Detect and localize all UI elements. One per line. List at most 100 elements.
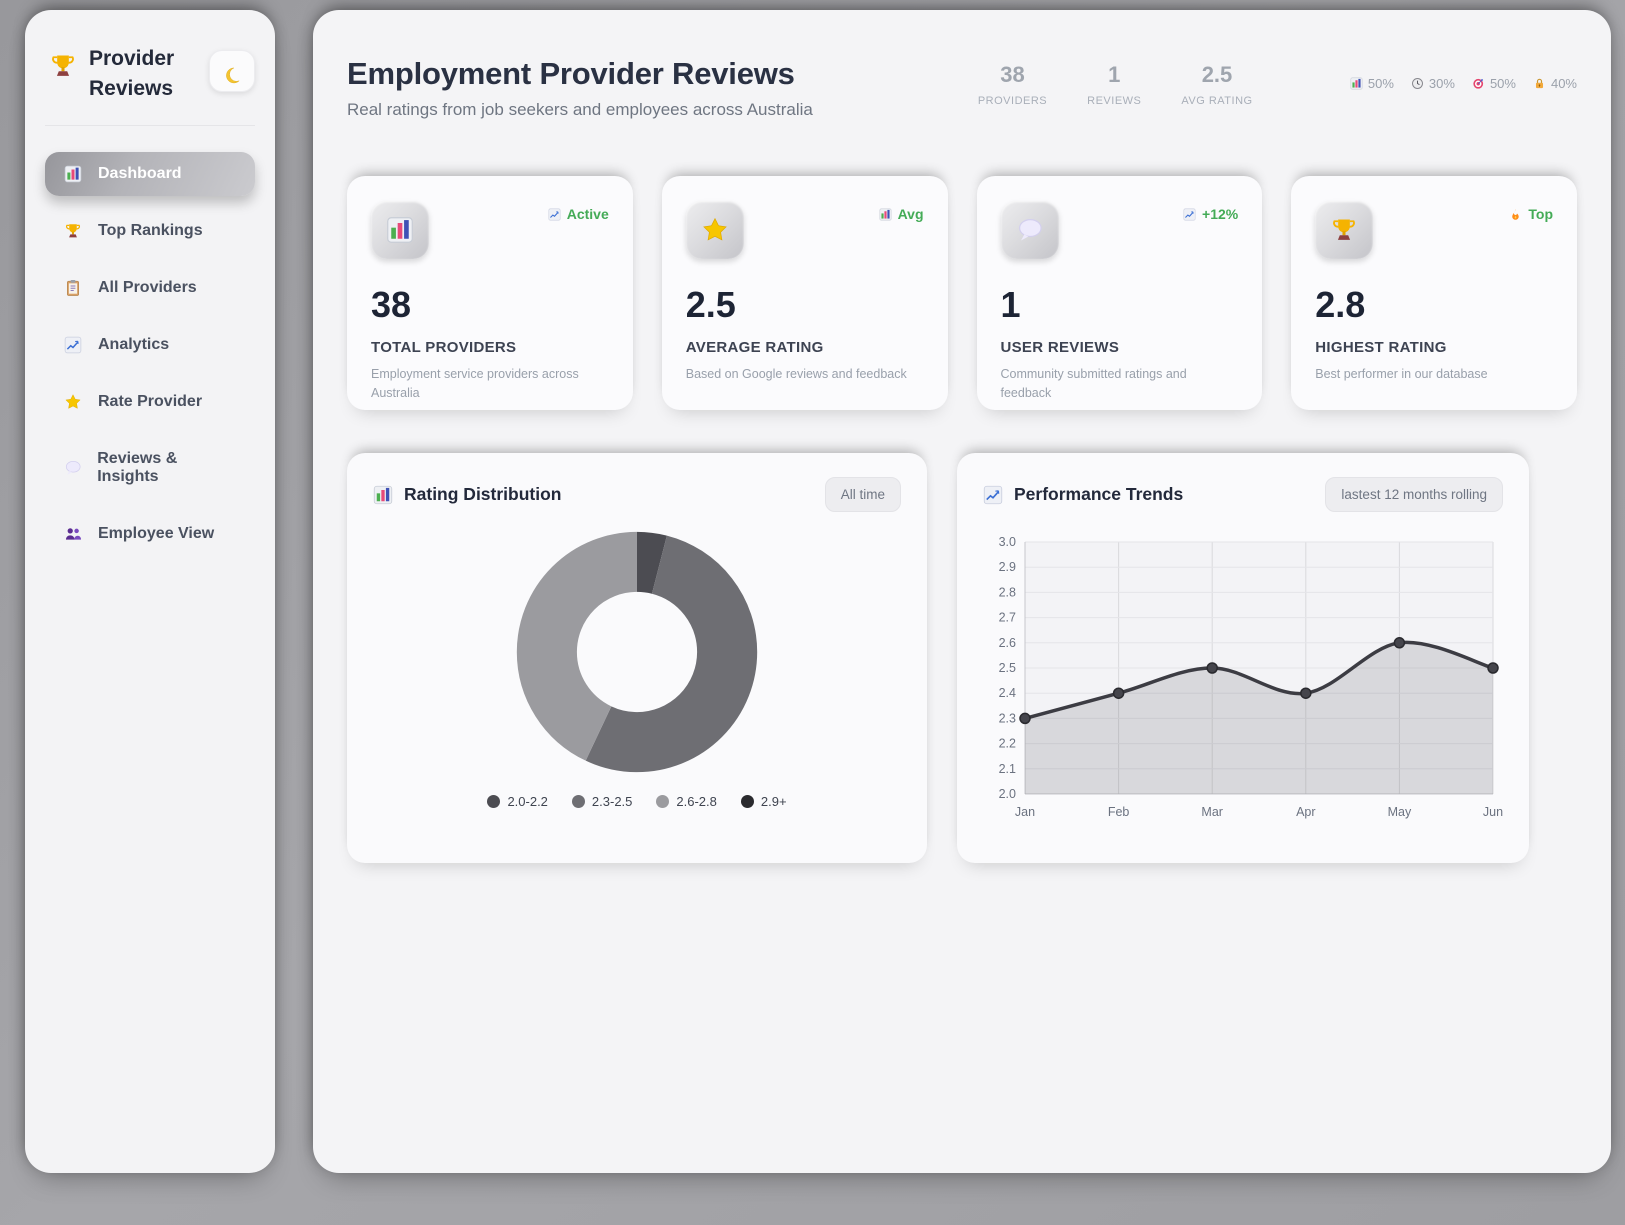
- header-badge-label: 30%: [1428, 76, 1455, 91]
- page-title: Employment Provider Reviews: [347, 56, 795, 91]
- header-badge-label: 50%: [1367, 76, 1394, 91]
- sidebar-item-all-providers[interactable]: All Providers: [45, 266, 255, 310]
- sidebar: Provider Reviews Dashboard Top Rankings …: [25, 10, 275, 1173]
- stat-card-icon-tile: [1000, 201, 1059, 259]
- svg-text:2.8: 2.8: [999, 585, 1016, 599]
- busts-icon: [62, 525, 84, 543]
- bar-chart-icon: [386, 216, 414, 244]
- svg-text:2.5: 2.5: [999, 661, 1016, 675]
- rating-distribution-filter-chip[interactable]: All time: [824, 477, 901, 512]
- header-stat-label: REVIEWS: [1087, 95, 1142, 107]
- stat-card-badge: +12%: [1183, 206, 1238, 222]
- stat-cards-row: Active 38 TOTAL PROVIDERS Employment ser…: [347, 176, 1577, 410]
- stat-card-label: USER REVIEWS: [1000, 339, 1120, 356]
- stat-card-value: 38: [371, 284, 412, 325]
- sidebar-item-analytics[interactable]: Analytics: [45, 323, 255, 367]
- sidebar-item-reviews-insights[interactable]: Reviews & Insights: [45, 437, 255, 499]
- sidebar-item-dashboard[interactable]: Dashboard: [45, 151, 255, 196]
- stat-card-description: Employment service providers across Aust…: [371, 367, 579, 401]
- rating-distribution-card: Rating Distribution All time 2.0-2.2 2.3…: [347, 453, 927, 863]
- svg-text:2.1: 2.1: [999, 762, 1016, 776]
- charts-row: Rating Distribution All time 2.0-2.2 2.3…: [347, 453, 1577, 863]
- stat-card-badge-label: Top: [1528, 206, 1553, 222]
- trophy-icon: [49, 52, 77, 80]
- header-badge: 50%: [1350, 76, 1394, 91]
- theme-toggle-button[interactable]: [209, 50, 255, 92]
- chart-increasing-icon: [983, 485, 1003, 505]
- sidebar-item-label: Analytics: [98, 335, 170, 353]
- lock-icon: [1533, 77, 1546, 90]
- header-badge: 30%: [1411, 76, 1455, 91]
- svg-text:Apr: Apr: [1296, 805, 1315, 819]
- fire-icon: [1509, 208, 1522, 221]
- stat-card-value: 1: [1000, 284, 1021, 325]
- stat-card-label: HIGHEST RATING: [1315, 339, 1447, 356]
- header-titles: Employment Provider Reviews Real ratings…: [347, 50, 813, 120]
- stat-card-average-rating: Avg 2.5 AVERAGE RATING Based on Google r…: [661, 176, 948, 410]
- legend-color-dot: [656, 795, 670, 808]
- bar-chart-icon: [879, 208, 892, 221]
- performance-trends-title: Performance Trends: [983, 484, 1183, 505]
- stat-card-badge-label: Avg: [897, 206, 924, 222]
- header-badge: 40%: [1533, 76, 1577, 91]
- donut-chart-wrap: [373, 526, 901, 778]
- legend-color-dot: [487, 795, 501, 808]
- stat-card-icon-tile: [371, 201, 429, 259]
- svg-text:Feb: Feb: [1108, 805, 1130, 819]
- stat-card-value: 2.8: [1315, 284, 1366, 325]
- chart-increasing-icon: [62, 336, 84, 354]
- svg-text:May: May: [1388, 805, 1412, 819]
- performance-trends-card: Performance Trends lastest 12 months rol…: [957, 453, 1529, 863]
- line-chart-wrap: 2.0 2.1 2.2 2.3 2.4 2.5 2.6 2.7 2.8 2.9 3.0 Jan Feb M…: [983, 524, 1504, 841]
- main-header: Employment Provider Reviews Real ratings…: [341, 50, 1583, 120]
- header-stat: 1 REVIEWS: [1087, 62, 1141, 107]
- header-badges: 50% 30% 50% 40%: [1350, 76, 1577, 91]
- sidebar-item-employee-view[interactable]: Employee View: [45, 512, 255, 556]
- sidebar-divider: [45, 124, 255, 126]
- sidebar-item-top-rankings[interactable]: Top Rankings: [45, 209, 255, 253]
- sidebar-item-label: Top Rankings: [98, 221, 203, 239]
- stat-card-badge: Active: [548, 206, 609, 222]
- chart-increasing-icon: [548, 208, 561, 221]
- header-badge-label: 50%: [1489, 76, 1516, 91]
- performance-trends-filter-chip[interactable]: lastest 12 months rolling: [1325, 477, 1503, 512]
- svg-text:2.9: 2.9: [999, 560, 1016, 574]
- speech-balloon-icon: [1016, 216, 1044, 244]
- svg-text:Jan: Jan: [1015, 805, 1035, 819]
- header-stat-value: 2.5: [1201, 62, 1233, 87]
- legend-label: 2.6-2.8: [676, 794, 717, 809]
- legend-color-dot: [571, 795, 585, 808]
- target-icon: [1472, 77, 1485, 90]
- svg-text:2.6: 2.6: [999, 636, 1016, 650]
- sidebar-item-label: Employee View: [98, 524, 215, 542]
- performance-trends-line-chart: 2.0 2.1 2.2 2.3 2.4 2.5 2.6 2.7 2.8 2.9 3.0 Jan Feb M…: [999, 535, 1504, 819]
- legend-label: 2.0-2.2: [507, 794, 548, 809]
- legend-label: 2.3-2.5: [591, 794, 633, 809]
- svg-text:2.2: 2.2: [999, 737, 1016, 751]
- sidebar-item-label: All Providers: [98, 278, 197, 296]
- stat-card-highest-rating: Top 2.8 HIGHEST RATING Best performer in…: [1291, 176, 1577, 410]
- header-stat-value: 1: [1108, 62, 1121, 87]
- chart-increasing-icon: [1183, 208, 1196, 221]
- header-stats: 38 PROVIDERS 1 REVIEWS 2.5 AVG RATING: [978, 62, 1253, 107]
- stat-card-badge-label: +12%: [1202, 206, 1239, 222]
- stat-card-badge-label: Active: [566, 206, 609, 222]
- stat-card-value: 2.5: [685, 284, 736, 325]
- app-title: Provider Reviews: [89, 47, 175, 101]
- sidebar-item-label: Reviews & Insights: [97, 449, 178, 485]
- clipboard-icon: [62, 279, 84, 297]
- header-stat: 38 PROVIDERS: [978, 62, 1047, 107]
- donut-legend-item: 2.3-2.5: [571, 794, 633, 809]
- sidebar-item-rate-provider[interactable]: Rate Provider: [45, 380, 255, 424]
- clock-icon: [1411, 77, 1424, 90]
- donut-legend-item: 2.6-2.8: [656, 794, 717, 809]
- svg-text:2.3: 2.3: [999, 711, 1016, 725]
- stat-card-description: Best performer in our database: [1315, 367, 1488, 381]
- sidebar-nav: Dashboard Top Rankings All Providers Ana…: [43, 151, 257, 556]
- trophy-icon: [1330, 216, 1358, 244]
- bar-chart-icon: [62, 165, 84, 183]
- donut-legend: 2.0-2.2 2.3-2.5 2.6-2.8 2.9+: [373, 794, 901, 809]
- svg-text:Jun: Jun: [1483, 805, 1503, 819]
- header-stat-label: AVG RATING: [1181, 95, 1253, 107]
- donut-legend-item: 2.0-2.2: [487, 794, 548, 809]
